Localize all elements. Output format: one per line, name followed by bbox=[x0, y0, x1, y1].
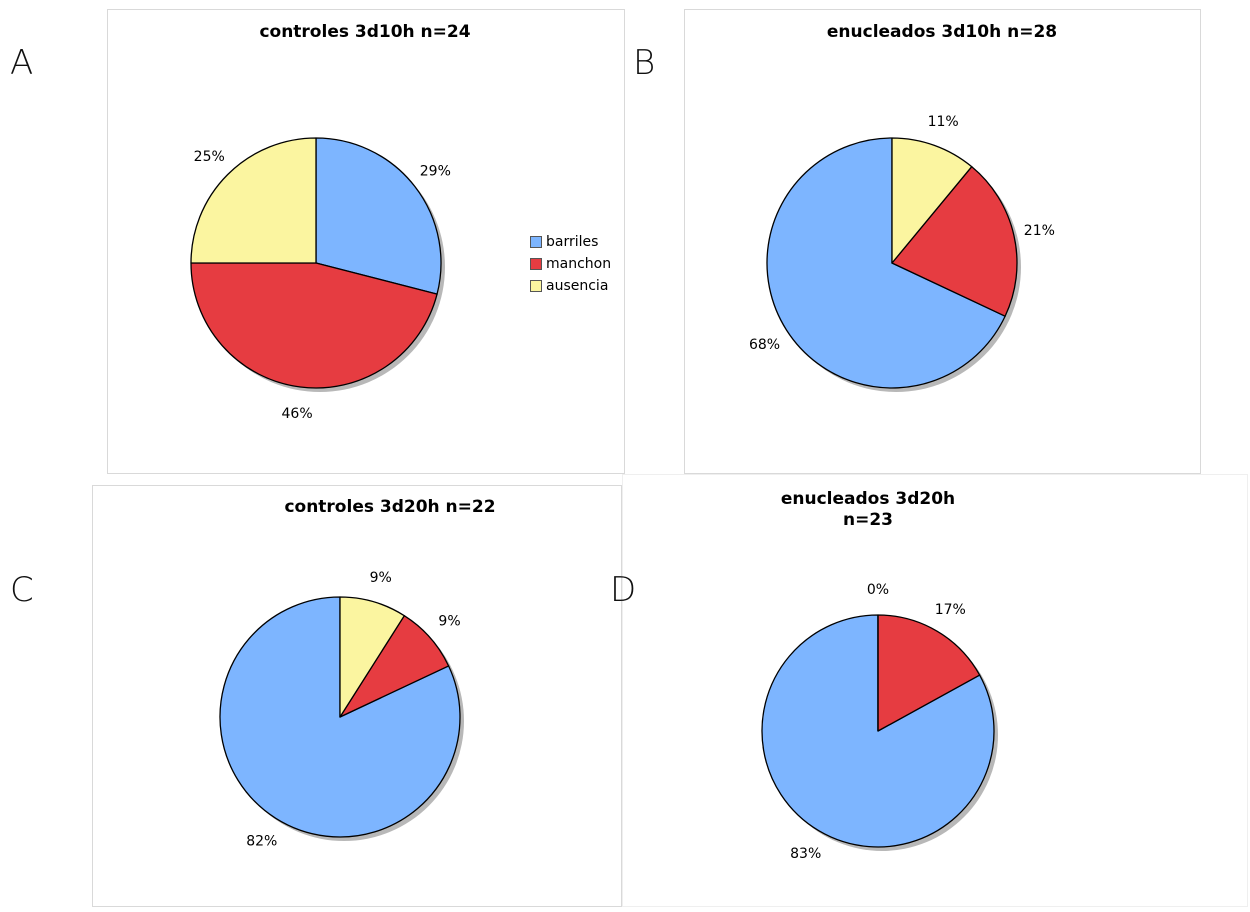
panel-letter-a: A bbox=[10, 43, 34, 83]
legend-swatch-manchon bbox=[530, 258, 542, 270]
pie-slice-a-manchon bbox=[190, 262, 438, 389]
chart-title-d: enucleados 3d20h n=23 bbox=[780, 489, 956, 530]
pie-slice-b-barriles bbox=[766, 137, 1006, 389]
pie-label-c-ausencia: 9% bbox=[370, 570, 392, 586]
legend-label-manchon: manchon bbox=[546, 256, 612, 272]
pie-slice-b-ausencia bbox=[891, 137, 973, 264]
pie-label-b-ausencia: 11% bbox=[928, 114, 959, 130]
pie-label-b-manchon: 21% bbox=[1024, 223, 1055, 239]
pie-label-b-barriles: 68% bbox=[749, 337, 780, 353]
panel-letter-c: C bbox=[10, 570, 34, 610]
pie-label-a-ausencia: 25% bbox=[194, 149, 225, 165]
legend-item-ausencia: ausencia bbox=[530, 275, 611, 297]
pie-label-a-barriles: 29% bbox=[420, 163, 451, 179]
pie-label-c-barriles: 82% bbox=[246, 833, 277, 849]
pie-label-a-manchon: 46% bbox=[282, 406, 313, 422]
pie-slice-b-manchon bbox=[891, 166, 1018, 317]
pie-label-d-manchon: 17% bbox=[935, 602, 966, 618]
chart-title-a: controles 3d10h n=24 bbox=[259, 22, 471, 42]
chart-title-c: controles 3d20h n=22 bbox=[284, 497, 496, 517]
legend-item-barriles: barriles bbox=[530, 231, 611, 253]
pie-label-d-ausencia: 0% bbox=[867, 582, 889, 598]
legend-item-manchon: manchon bbox=[530, 253, 611, 275]
pie-label-d-barriles: 83% bbox=[790, 846, 821, 862]
panel-letter-b: B bbox=[633, 43, 656, 83]
chart-legend: barriles manchon ausencia bbox=[530, 231, 611, 297]
legend-swatch-ausencia bbox=[530, 280, 542, 292]
chart-title-b: enucleados 3d10h n=28 bbox=[826, 22, 1058, 42]
pie-slice-a-barriles bbox=[315, 137, 442, 295]
pie-slice-c-ausencia bbox=[339, 596, 405, 718]
legend-label-ausencia: ausencia bbox=[546, 278, 609, 294]
panel-letter-d: D bbox=[610, 570, 637, 610]
pie-slice-a-ausencia bbox=[190, 137, 317, 264]
pie-label-c-manchon: 9% bbox=[438, 613, 460, 629]
pie-slice-c-barriles bbox=[219, 596, 461, 838]
legend-swatch-barriles bbox=[530, 236, 542, 248]
legend-label-barriles: barriles bbox=[546, 234, 599, 250]
pie-slice-d-manchon bbox=[877, 614, 981, 732]
